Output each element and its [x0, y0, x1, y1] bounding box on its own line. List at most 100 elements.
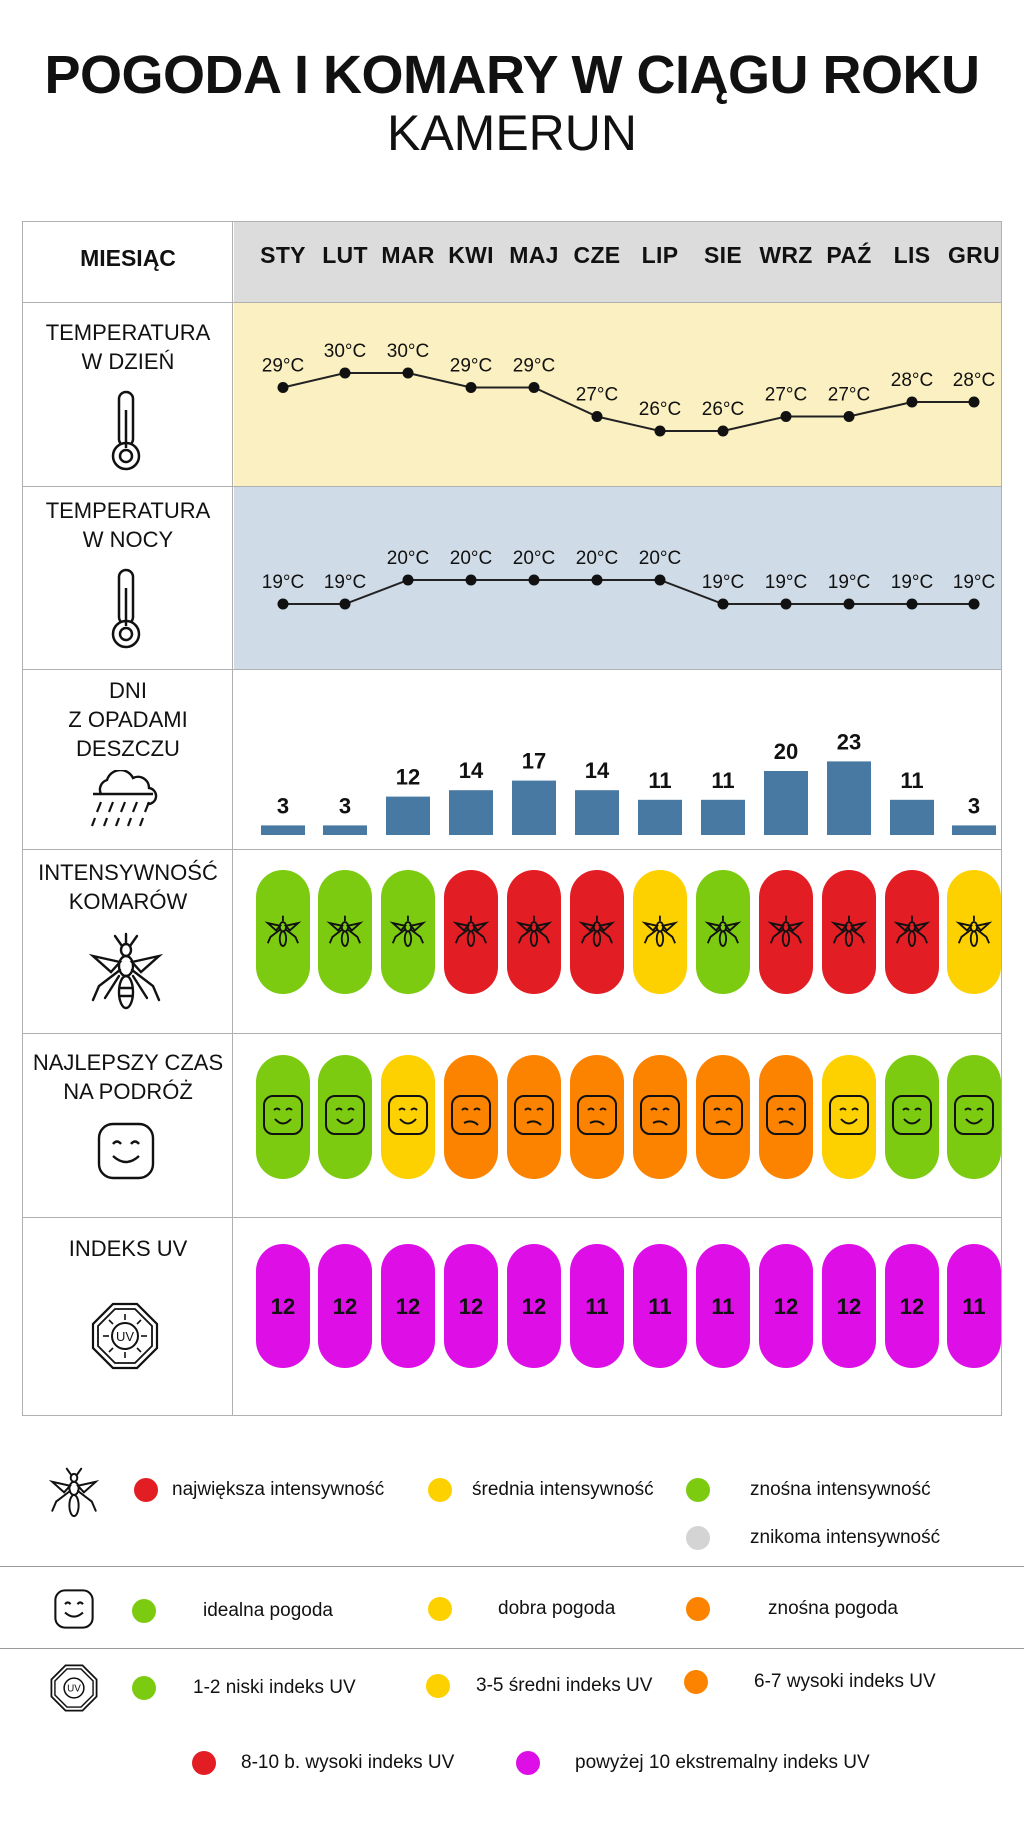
- smiley-eye: [536, 1107, 544, 1111]
- night-temp-point: [906, 598, 918, 610]
- night-temp-point: [277, 598, 289, 610]
- rain-bar: [890, 799, 934, 835]
- smiley-mouth: [399, 1118, 417, 1125]
- mosquito-icon-stroke: [769, 928, 784, 944]
- smiley-mouth: [965, 1118, 983, 1125]
- label-column: [23, 222, 233, 1415]
- mosquito-icon-stroke: [767, 921, 785, 932]
- day-temp-point: [277, 382, 289, 393]
- mosquito-icon-stroke: [849, 921, 868, 932]
- row-divider: [23, 849, 1001, 850]
- night-temp-label: 19°C: [262, 572, 304, 593]
- day-temp-point: [591, 411, 603, 422]
- night-temp-label: 19°C: [324, 572, 366, 593]
- smiley-icon: [514, 1095, 554, 1135]
- rain-bar: [701, 799, 745, 835]
- smiley-face-outline: [325, 1095, 365, 1135]
- mosquito-icon: [88, 932, 164, 1010]
- rain-bar: [827, 761, 871, 835]
- legend-divider: [0, 1566, 1024, 1567]
- smiley-icon: [703, 1095, 743, 1135]
- smiley-icon: [325, 1095, 365, 1135]
- day-temp-label: 29°C: [262, 356, 304, 377]
- day-temp-band: [234, 302, 1001, 486]
- rain-bar: [386, 796, 430, 835]
- rain-bar-label: 11: [711, 768, 734, 793]
- smiley-eye: [524, 1107, 532, 1111]
- uv-pill: [759, 1244, 813, 1368]
- mosquito-icon: [326, 915, 364, 947]
- smiley-eye: [587, 1107, 595, 1111]
- rain-bar-label: 20: [774, 739, 798, 764]
- mosquito-icon-stroke: [907, 930, 917, 947]
- smiley-face-outline: [640, 1095, 680, 1135]
- legend-weather-dot: [428, 1597, 452, 1621]
- rain-bar: [449, 790, 493, 835]
- mosquito-icon: [767, 915, 805, 947]
- legend-weather-dot: [132, 1599, 156, 1623]
- night-temp-label: TEMPERATURA W NOCY: [23, 496, 233, 554]
- row-divider: [23, 486, 1001, 487]
- day-temp-point: [906, 396, 918, 408]
- travel-pill: [381, 1055, 435, 1179]
- day-temp-point: [717, 425, 729, 437]
- mosquito-icon-stroke: [912, 921, 931, 932]
- mosquito-icon-stroke: [786, 921, 805, 932]
- row-divider: [23, 302, 1001, 303]
- smiley-face-outline: [514, 1095, 554, 1135]
- night-temp-label: 20°C: [576, 548, 618, 569]
- rain-bar: [638, 799, 682, 835]
- night-temp-point: [402, 574, 414, 586]
- rain-bar-label: 3: [339, 793, 351, 818]
- mosquito-icon-stroke: [345, 921, 364, 932]
- day-temp-label: 30°C: [387, 341, 429, 362]
- month-header: LIS: [893, 242, 931, 268]
- day-temp-label: 29°C: [450, 356, 492, 377]
- smiley-eye: [398, 1107, 406, 1111]
- uv-value: 12: [900, 1294, 924, 1319]
- mosquito-icon-stroke: [955, 921, 973, 932]
- smiley-face-outline: [451, 1095, 491, 1135]
- smiley-eye: [410, 1107, 418, 1111]
- legend-mosquito-dot: [686, 1478, 710, 1502]
- mosquito-icon-stroke: [641, 921, 659, 932]
- night-temp-label: 19°C: [828, 572, 870, 593]
- mosquito-icon-stroke: [283, 921, 302, 932]
- uv-value: 11: [711, 1294, 734, 1319]
- travel-pill: [759, 1055, 813, 1179]
- header-band: [234, 222, 1001, 302]
- smiley-icon: [451, 1095, 491, 1135]
- smiley-eye: [725, 1107, 733, 1111]
- mosquito-icon-stroke: [517, 928, 532, 944]
- mosquito-icon-stroke: [643, 928, 658, 944]
- smiley-face-outline: [263, 1095, 303, 1135]
- uv-value: 12: [396, 1294, 420, 1319]
- mosquito-icon: [264, 915, 302, 947]
- mosquito-label: INTENSYWNOŚĆ KOMARÓW: [23, 858, 233, 916]
- month-header-label: MIESIĄC: [80, 245, 176, 271]
- legend-mosquito-dot: [686, 1526, 710, 1550]
- uv-pill: [381, 1244, 435, 1368]
- night-temp-point: [654, 574, 666, 586]
- row-divider: [23, 1217, 1001, 1218]
- rain-bar-label: 11: [648, 768, 671, 793]
- mosquito-icon-stroke: [410, 928, 424, 944]
- mosquito-label-line: INTENSYWNOŚĆ: [38, 860, 218, 885]
- smiley-mouth: [463, 1120, 479, 1126]
- travel-pill: [256, 1055, 310, 1179]
- smiley-icon: [97, 1122, 155, 1180]
- rain-label-line: DESZCZU: [76, 736, 180, 761]
- rain-bar-label: 17: [522, 749, 546, 774]
- day-temp-line: [282, 372, 974, 432]
- mosquito-icon-stroke: [534, 921, 553, 932]
- smiley-eye: [347, 1107, 355, 1111]
- travel-pill: [822, 1055, 876, 1179]
- uv-value: 12: [271, 1294, 295, 1319]
- uv-pill: [256, 1244, 310, 1368]
- mosquito-icon: [515, 915, 553, 947]
- rain-bar-label: 14: [585, 758, 610, 783]
- rain-bar-label: 23: [837, 729, 861, 754]
- day-temp-label: 27°C: [576, 385, 618, 406]
- travel-label-line: NAJLEPSZY CZAS: [32, 1050, 224, 1075]
- smiley-eye: [713, 1107, 721, 1111]
